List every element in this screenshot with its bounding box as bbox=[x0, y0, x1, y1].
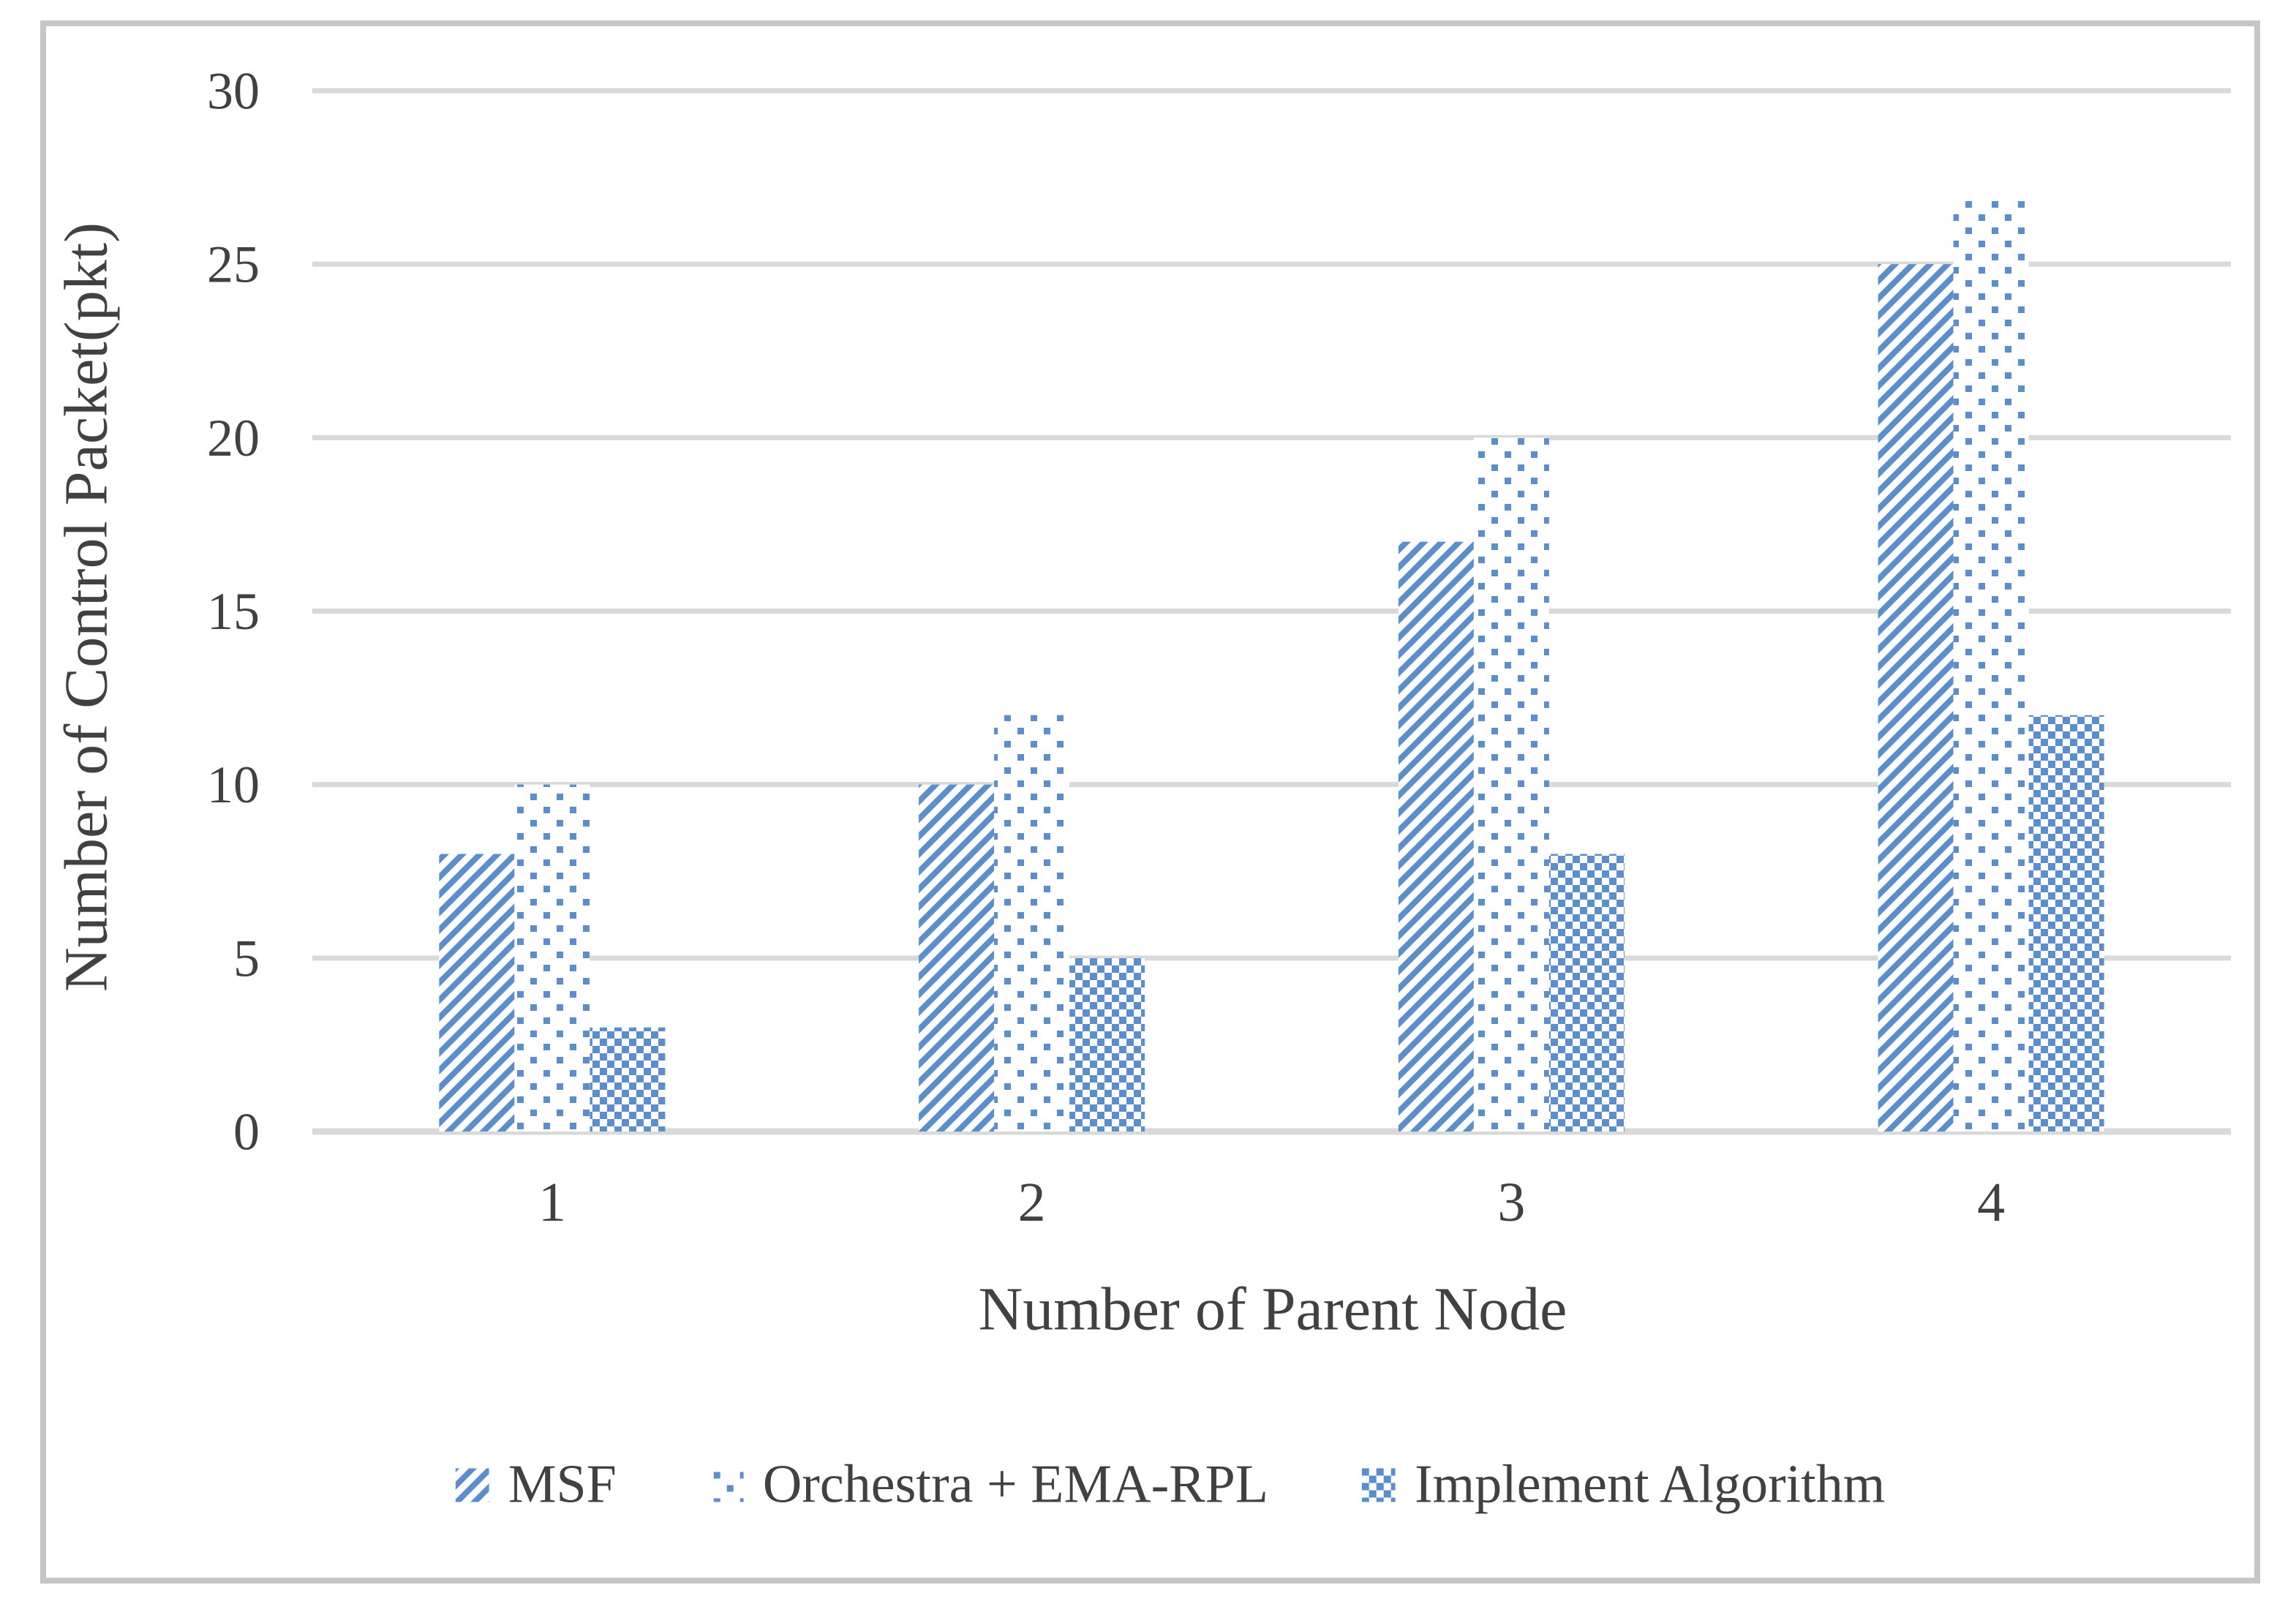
bar-orchestra-ema-rpl-cat-2 bbox=[994, 715, 1070, 1132]
y-tick-label-25: 25 bbox=[207, 236, 260, 294]
bar-msf-cat-3 bbox=[1398, 541, 1474, 1132]
bar-implement-algorithm-cat-2 bbox=[1069, 957, 1145, 1132]
legend-swatch-dots-icon bbox=[709, 1468, 744, 1502]
y-axis-tick-labels: 0 5 10 15 20 25 30 bbox=[207, 61, 260, 1161]
bar-implement-algorithm-cat-3 bbox=[1548, 854, 1625, 1132]
legend: MSF Orchestra + EMA-RPL Implement Algori… bbox=[455, 1454, 1886, 1516]
x-category-label-4: 4 bbox=[1977, 1172, 2005, 1233]
x-axis-title: Number of Parent Node bbox=[978, 1275, 1567, 1344]
bar-implement-algorithm-cat-1 bbox=[590, 1027, 666, 1132]
y-tick-label-20: 20 bbox=[207, 409, 260, 467]
bar-orchestra-ema-rpl-cat-1 bbox=[514, 784, 590, 1132]
legend-item-implement-algorithm: Implement Algorithm bbox=[1361, 1454, 1886, 1516]
x-category-label-2: 2 bbox=[1018, 1172, 1046, 1233]
x-category-label-3: 3 bbox=[1497, 1172, 1525, 1233]
bar-implement-algorithm-cat-4 bbox=[2028, 715, 2104, 1132]
legend-item-msf: MSF bbox=[455, 1454, 617, 1516]
y-tick-label-5: 5 bbox=[233, 929, 260, 987]
bar-msf-cat-1 bbox=[439, 854, 515, 1132]
bar-orchestra-ema-rpl-cat-4 bbox=[1953, 195, 2029, 1132]
legend-item-orchestra-ema-rpl: Orchestra + EMA-RPL bbox=[709, 1454, 1268, 1516]
bar-orchestra-ema-rpl-cat-3 bbox=[1473, 437, 1549, 1132]
figure-border bbox=[40, 20, 2260, 1584]
x-category-label-1: 1 bbox=[538, 1172, 566, 1233]
legend-swatch-diagonal-stripes-icon bbox=[455, 1468, 489, 1502]
y-tick-label-30: 30 bbox=[207, 61, 260, 120]
x-axis-category-labels: 1 2 3 4 bbox=[538, 1172, 2005, 1233]
y-tick-label-10: 10 bbox=[207, 756, 260, 814]
legend-label-orchestra-ema-rpl: Orchestra + EMA-RPL bbox=[762, 1454, 1268, 1515]
legend-swatch-checker-icon bbox=[1361, 1468, 1396, 1502]
bar-series bbox=[439, 195, 2104, 1132]
bar-msf-cat-2 bbox=[919, 784, 995, 1132]
y-axis-title: Number of Control Packet(pkt) bbox=[52, 222, 121, 993]
legend-label-msf: MSF bbox=[508, 1454, 617, 1515]
bar-msf-cat-4 bbox=[1878, 264, 1954, 1132]
y-tick-label-0: 0 bbox=[233, 1102, 260, 1161]
y-tick-label-15: 15 bbox=[207, 582, 260, 641]
legend-label-implement-algorithm: Implement Algorithm bbox=[1414, 1454, 1886, 1515]
